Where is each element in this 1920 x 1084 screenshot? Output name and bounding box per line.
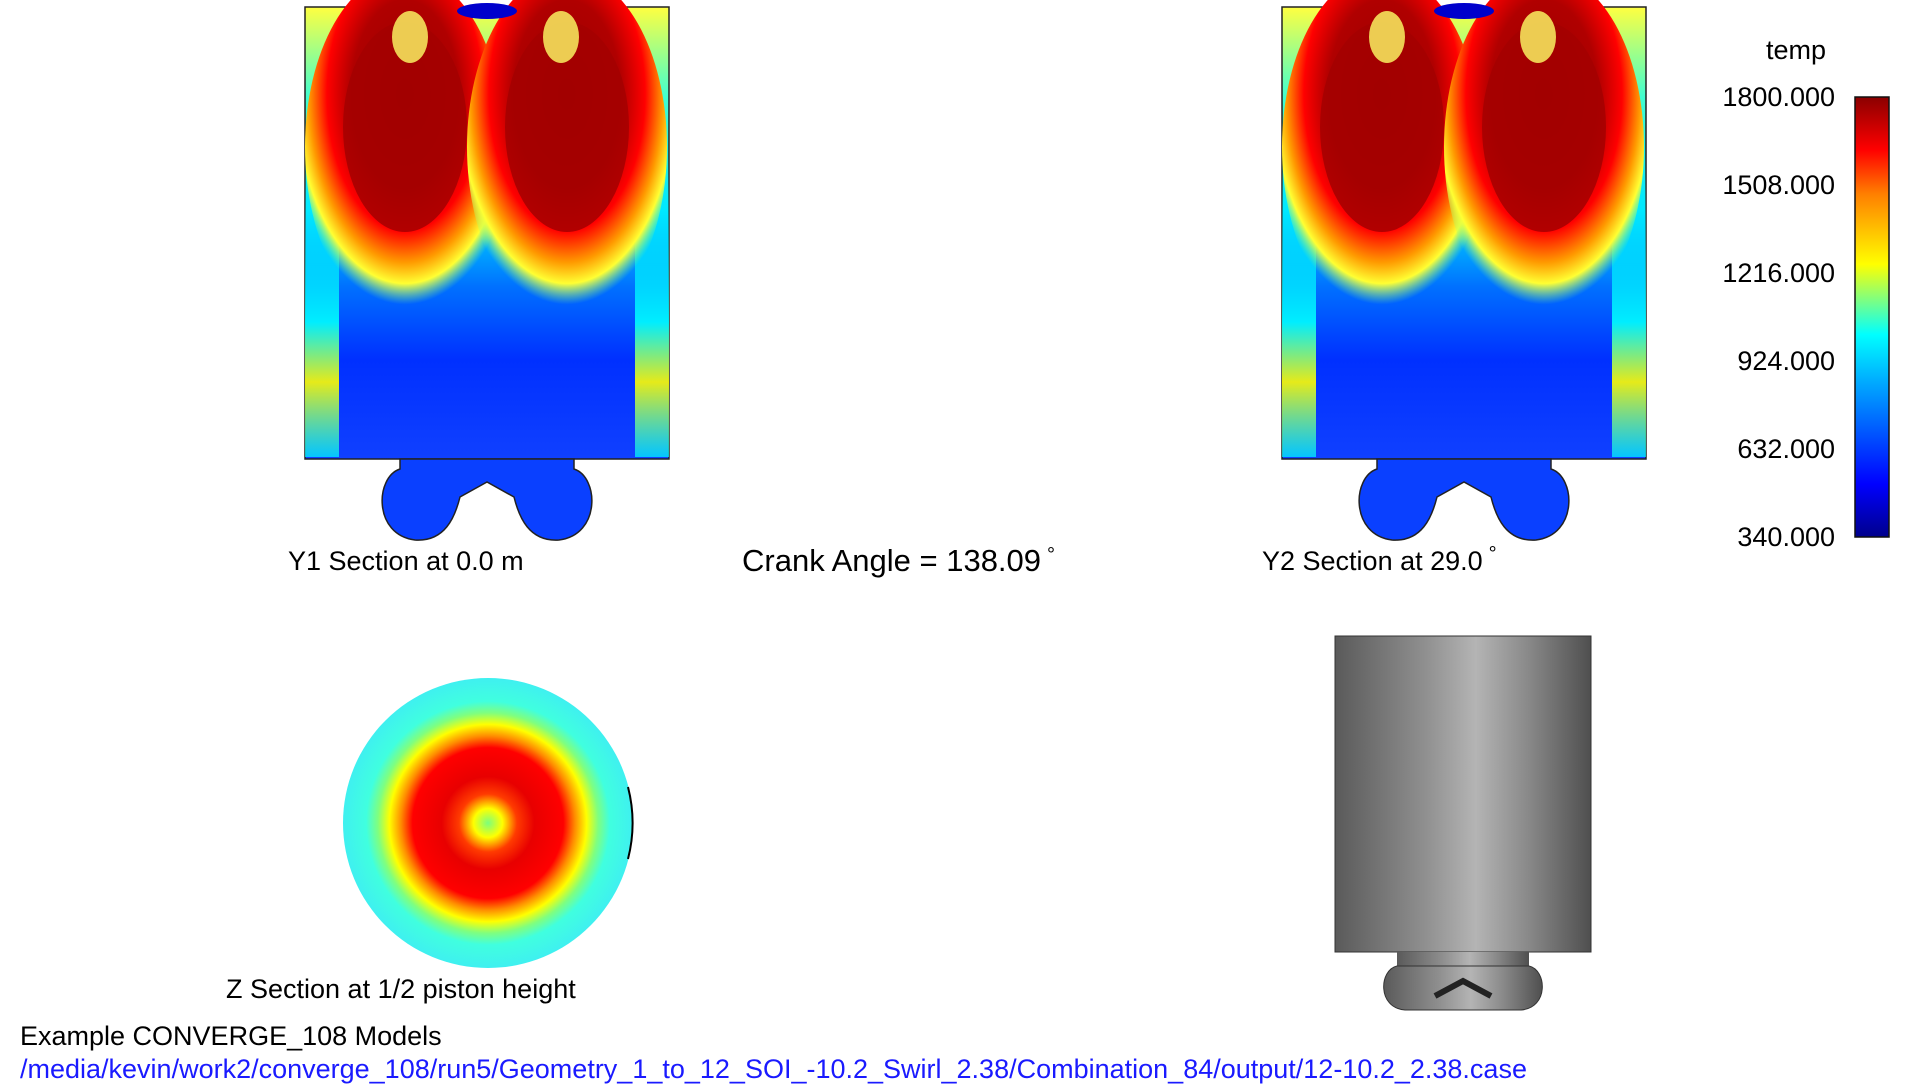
crank-angle-text: Crank Angle = 138.09	[742, 543, 1042, 578]
y1-section-contour	[304, 0, 670, 541]
cylinder-geometry-render	[1334, 635, 1592, 1011]
z-section-edge-mark	[627, 786, 634, 860]
y2-injector-cool-spot	[1434, 3, 1494, 19]
colorbar-gradient	[1854, 96, 1890, 538]
y1-center-hot-tip-right	[543, 11, 579, 63]
y1-piston-bowl	[381, 458, 593, 541]
colorbar-tick-label: 1800.000	[1722, 82, 1835, 112]
y2-section-label-text: Y2 Section at 29.0	[1262, 546, 1483, 576]
y2-right-plume-core	[1482, 22, 1606, 232]
colorbar-tick-label: 340.000	[1737, 522, 1835, 552]
colorbar-tick-label: 1508.000	[1722, 170, 1835, 200]
y2-section-contour	[1281, 0, 1647, 541]
y2-degree-symbol: °	[1488, 543, 1497, 565]
z-section-contour	[343, 678, 634, 968]
footer-case-path: /media/kevin/work2/converge_108/run5/Geo…	[20, 1054, 1527, 1084]
y1-injector-cool-spot	[457, 3, 517, 19]
cylinder-liner	[1334, 635, 1592, 953]
y1-center-hot-tip-left	[392, 11, 428, 63]
y2-center-hot-tip-left	[1369, 11, 1405, 63]
footer-title: Example CONVERGE_108 Models	[20, 1021, 442, 1051]
y1-right-plume-core	[505, 22, 629, 232]
y1-left-plume-core	[343, 22, 467, 232]
cylinder-neck	[1397, 952, 1529, 966]
piston-bowl-pip	[1433, 977, 1493, 999]
y1-section-label: Y1 Section at 0.0 m	[288, 546, 524, 576]
y2-piston-bowl	[1358, 458, 1570, 541]
y2-center-hot-tip-right	[1520, 11, 1556, 63]
colorbar	[1854, 96, 1890, 538]
y2-section-label: Y2 Section at 29.0 °	[1262, 544, 1497, 576]
colorbar-tick-label: 1216.000	[1722, 258, 1835, 288]
y2-left-plume-core	[1320, 22, 1444, 232]
colorbar-tick-label: 632.000	[1737, 434, 1835, 464]
piston-bowl-render	[1383, 965, 1543, 1011]
z-section-label: Z Section at 1/2 piston height	[226, 974, 576, 1004]
crank-degree-symbol: °	[1047, 544, 1056, 566]
crank-angle-label: Crank Angle = 138.09 °	[742, 545, 1055, 576]
colorbar-tick-label: 924.000	[1737, 346, 1835, 376]
z-section-disk	[343, 678, 633, 968]
colorbar-title: temp	[1765, 35, 1826, 65]
